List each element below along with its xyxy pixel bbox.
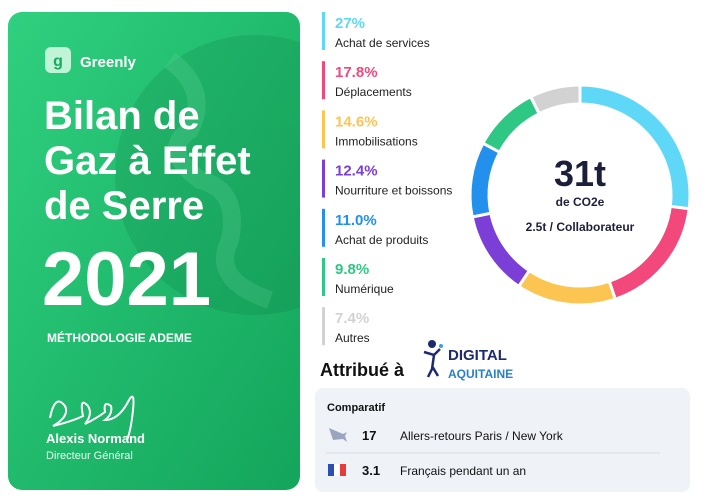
donut-chart bbox=[468, 83, 692, 307]
comparison-title: Comparatif bbox=[327, 402, 385, 414]
value-label: 7.4% bbox=[335, 310, 369, 327]
legend-swatch bbox=[322, 110, 325, 149]
legend-label: Autres bbox=[335, 331, 370, 345]
legend-label: Achat de produits bbox=[335, 233, 428, 247]
legend-label: Numérique bbox=[335, 282, 394, 296]
flag-white bbox=[334, 464, 340, 476]
comparison-text: Allers-retours Paris / New York bbox=[400, 429, 564, 443]
signature bbox=[49, 395, 135, 441]
legend-label: Achat de services bbox=[335, 36, 430, 50]
title-line: Bilan de bbox=[44, 94, 200, 138]
org-name-1: DIGITAL bbox=[448, 347, 507, 364]
org-logo bbox=[423, 340, 443, 378]
legend-swatch bbox=[322, 61, 325, 100]
flag-red bbox=[340, 464, 346, 476]
legend-swatch bbox=[322, 307, 325, 346]
center-unit: de CO2e bbox=[556, 195, 605, 209]
legend-swatch bbox=[322, 208, 325, 247]
center-value: 31t bbox=[554, 153, 606, 194]
methodology: MÉTHODOLOGIE ADEME bbox=[47, 330, 192, 345]
awarded-label: Attribué à bbox=[320, 360, 405, 380]
comparison-number: 3.1 bbox=[362, 463, 380, 478]
legend-swatch bbox=[322, 12, 325, 50]
plane-icon bbox=[329, 428, 347, 442]
value-label: 12.4% bbox=[335, 163, 378, 180]
signatory-role: Directeur Général bbox=[46, 450, 133, 462]
donut-segment bbox=[480, 94, 542, 155]
brand-name: Greenly bbox=[80, 54, 137, 71]
value-label: 14.6% bbox=[335, 113, 378, 130]
legend-swatch bbox=[322, 258, 325, 296]
globe-decoration bbox=[115, 35, 300, 315]
donut-segment bbox=[470, 211, 532, 289]
flag-blue bbox=[328, 464, 334, 476]
legend-swatch bbox=[322, 159, 325, 198]
donut-segment bbox=[528, 83, 582, 116]
legend-label: Déplacements bbox=[335, 85, 412, 99]
legend-label: Immobilisations bbox=[335, 134, 418, 148]
donut-segment bbox=[468, 141, 502, 219]
comparison-card: Comparatif 17 Allers-retours Paris / New … bbox=[315, 388, 690, 492]
center-note: 2.5t / Collaborateur bbox=[526, 220, 635, 234]
title-line: Gaz à Effet bbox=[44, 139, 251, 183]
legend: 27% Achat de services 17.8% Déplacements 14.… bbox=[322, 12, 452, 346]
donut-segment bbox=[516, 268, 618, 307]
value-label: 17.8% bbox=[335, 64, 378, 81]
comparison-bg bbox=[315, 388, 690, 492]
comparison-number: 17 bbox=[362, 428, 376, 443]
signatory-name: Alexis Normand bbox=[46, 431, 145, 446]
value-label: 27% bbox=[335, 15, 365, 32]
org-name-2: AQUITAINE bbox=[448, 367, 513, 381]
title-line: de Serre bbox=[44, 184, 204, 228]
card-bg bbox=[8, 12, 300, 490]
value-label: 11.0% bbox=[335, 212, 377, 229]
value-label: 9.8% bbox=[335, 261, 369, 278]
comparison-text: Français pendant un an bbox=[400, 464, 526, 478]
legend-label: Nourriture et boissons bbox=[335, 184, 452, 198]
comparison-rows: 17 Allers-retours Paris / New York 3.1 Fran… bbox=[362, 428, 564, 478]
brand-logo bbox=[45, 47, 71, 73]
report-year: 2021 bbox=[42, 237, 211, 322]
brand-logo-glyph: g bbox=[53, 53, 63, 70]
